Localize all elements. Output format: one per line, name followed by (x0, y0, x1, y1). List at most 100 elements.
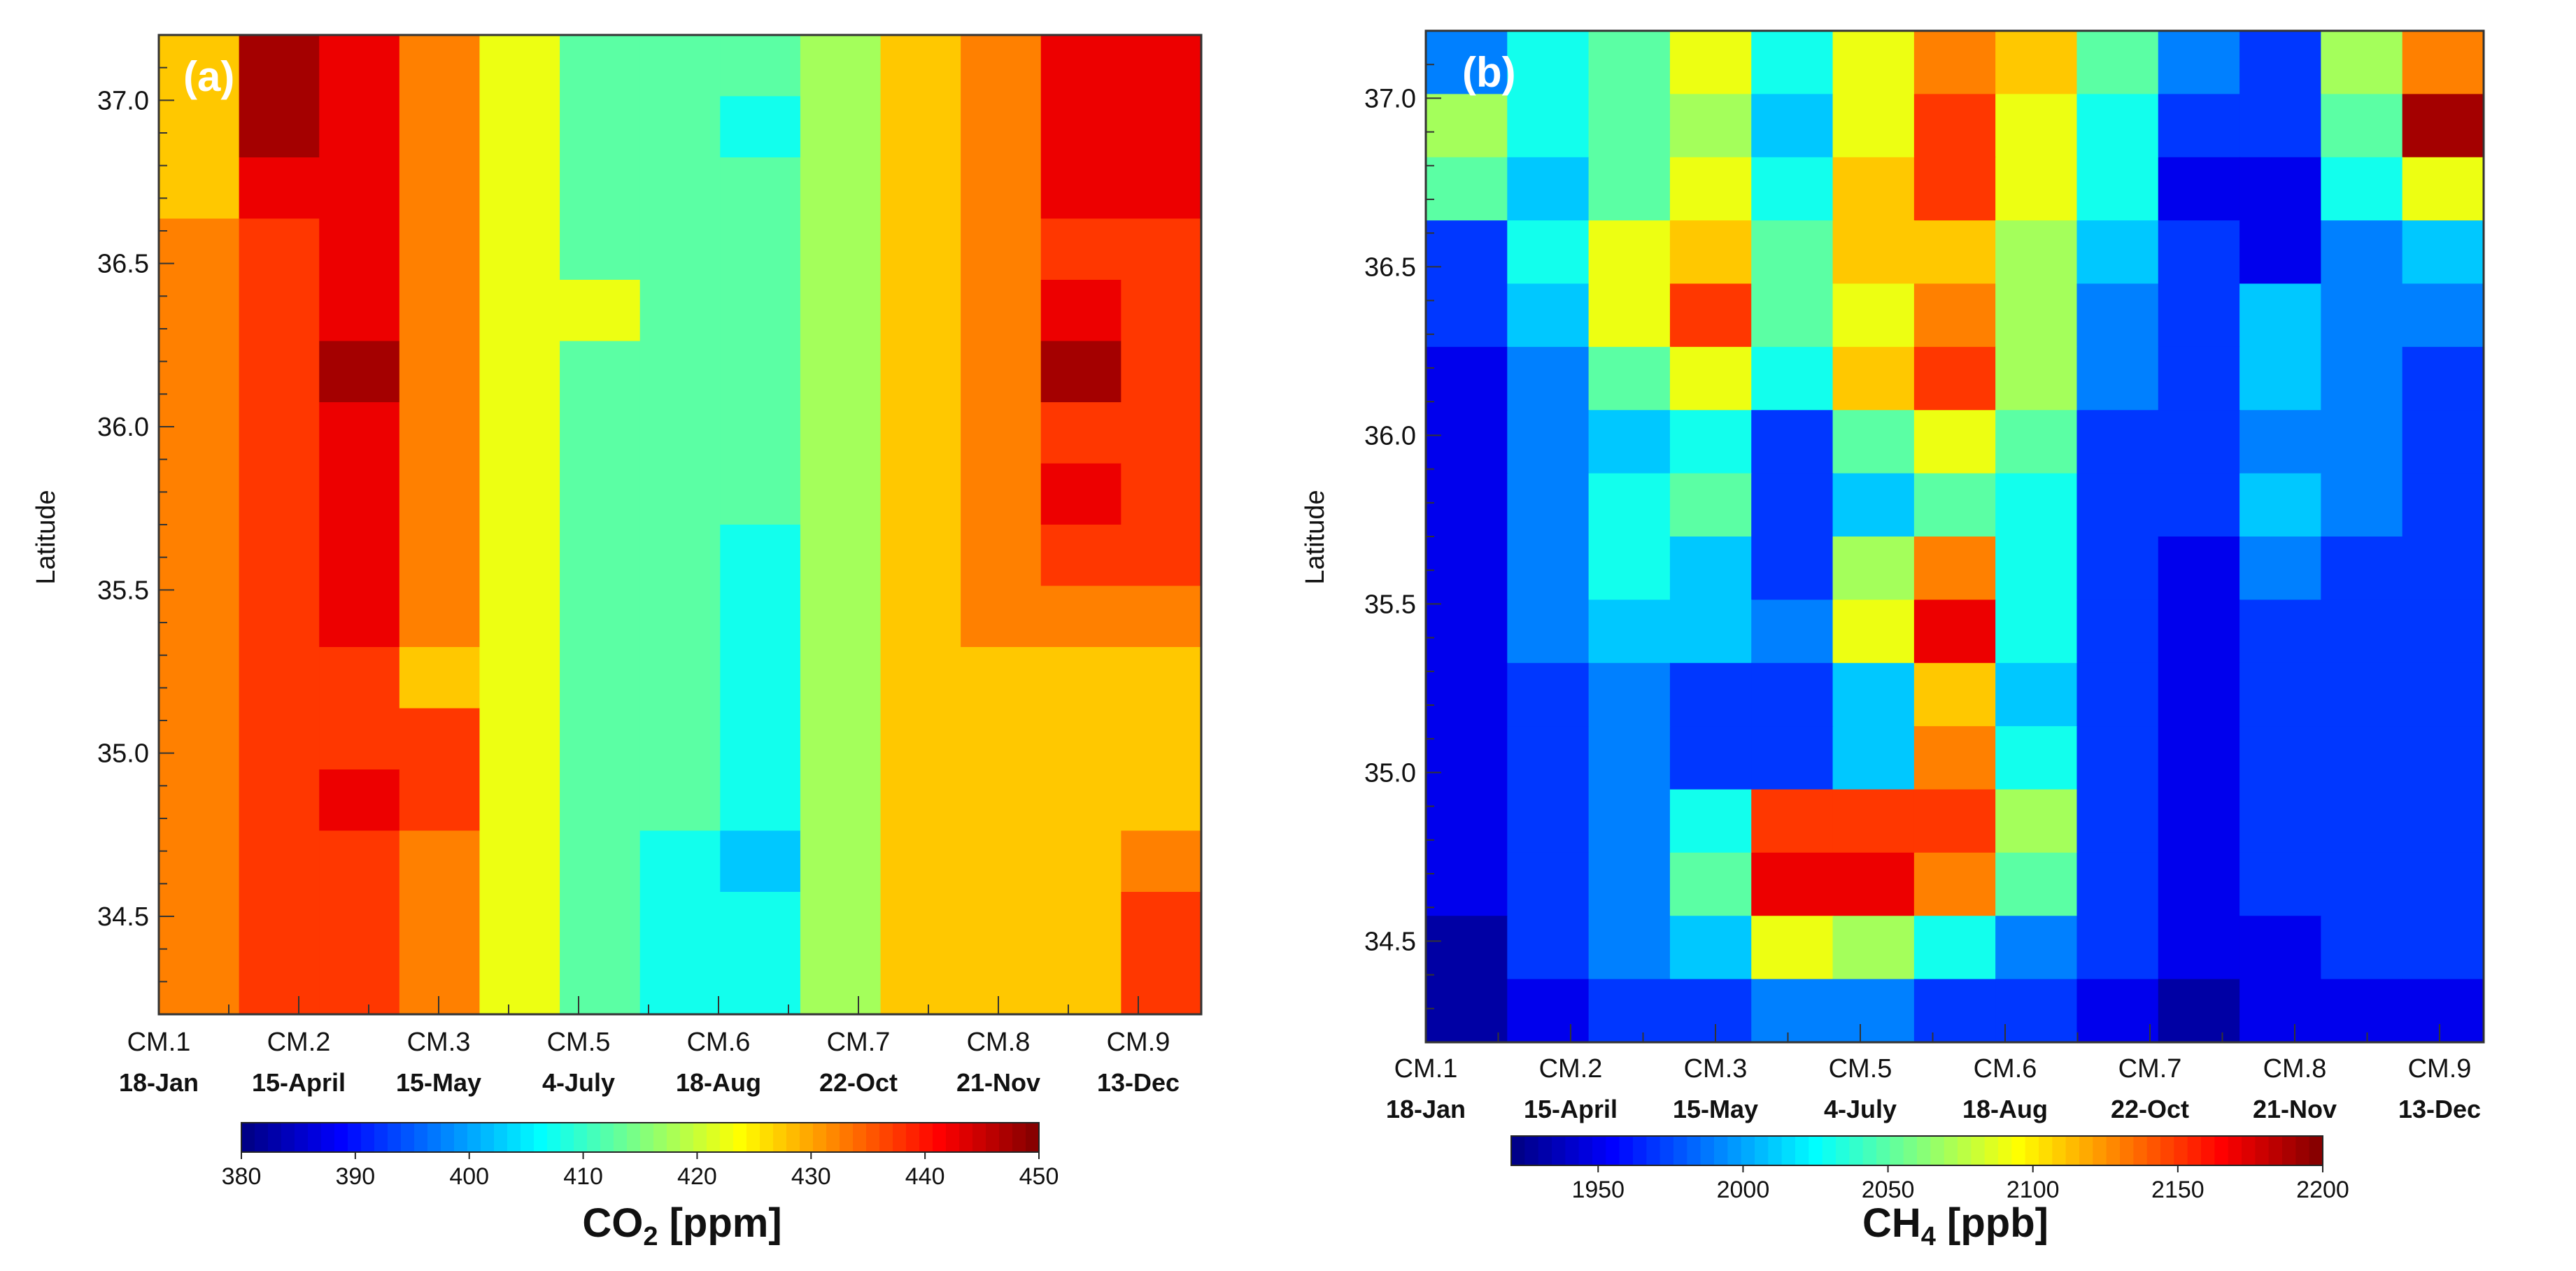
colorbar-segment (1917, 1136, 1932, 1165)
heatmap-cell (2239, 916, 2322, 980)
heatmap-cell (319, 402, 400, 464)
heatmap-cell (800, 525, 882, 587)
x-date-label: 15-May (396, 1068, 481, 1097)
x-date-label: 15-April (252, 1068, 346, 1097)
heatmap-cell (319, 157, 400, 220)
colorbar-segment (879, 1123, 893, 1152)
heatmap-cell (1913, 283, 1997, 348)
heatmap-cell (319, 96, 400, 158)
colorbar-segment (2011, 1136, 2026, 1165)
heatmap-cell (2321, 979, 2403, 1042)
colorbar-segment (919, 1123, 933, 1152)
heatmap-cell (1121, 647, 1201, 709)
colorbar-segment (1971, 1136, 1986, 1165)
heatmap-cell (1751, 979, 1834, 1042)
colorbar-segment (773, 1123, 787, 1152)
heatmap-cell (1995, 410, 2078, 474)
colorbar-segment (255, 1123, 269, 1152)
heatmap-cell (639, 647, 721, 709)
heatmap-cell (1913, 789, 1997, 853)
heatmap-cell (560, 402, 641, 464)
heatmap-cell (560, 585, 641, 648)
heatmap-cell (1669, 662, 1753, 727)
colorbar-segment (2093, 1136, 2107, 1165)
heatmap-cell (720, 525, 801, 587)
colorbar-segment (2120, 1136, 2135, 1165)
heatmap-cell (2076, 726, 2159, 790)
heatmap-cell (399, 769, 481, 832)
heatmap-cell (800, 341, 882, 403)
heatmap-cell (239, 402, 320, 464)
heatmap-cell (2239, 726, 2322, 790)
heatmap-cell (961, 96, 1042, 158)
heatmap-cell (239, 341, 320, 403)
heatmap-cell (800, 402, 882, 464)
heatmap-cell (560, 157, 641, 220)
colorbar-segment (1741, 1136, 1755, 1165)
y-tick-label: 34.5 (97, 902, 149, 932)
heatmap-cell (1913, 157, 1997, 222)
colorbar-segment (746, 1123, 760, 1152)
heatmap-cell (880, 830, 962, 893)
heatmap-cell (560, 892, 641, 954)
heatmap-cell (239, 35, 320, 97)
heatmap-cell (639, 341, 721, 403)
heatmap-cell (639, 218, 721, 281)
heatmap-cell (2076, 599, 2159, 664)
heatmap-cell (1588, 346, 1671, 411)
colorbar-segment (494, 1123, 508, 1152)
colorbar-segment (680, 1123, 694, 1152)
colorbar-segment (2309, 1136, 2323, 1165)
heatmap-cell (880, 402, 962, 464)
colorbar-segment (600, 1123, 614, 1152)
y-tick-label: 36.5 (1364, 253, 1416, 282)
colorbar-tick-label: 2000 (1717, 1177, 1770, 1203)
x-date-label: 22-Oct (2111, 1095, 2189, 1123)
colorbar-segment (295, 1123, 309, 1152)
colorbar-segment (427, 1123, 441, 1152)
heatmap-cell (1588, 410, 1671, 474)
colorbar-segment (2228, 1136, 2242, 1165)
heatmap-cell (1913, 410, 1997, 474)
heatmap-cell (560, 708, 641, 770)
heatmap-cell (1669, 410, 1753, 474)
heatmap-cell (720, 280, 801, 342)
heatmap-cell (399, 35, 481, 97)
heatmap-cell (1040, 769, 1122, 832)
heatmap-cell (2402, 346, 2484, 411)
heatmap-cell (639, 35, 721, 97)
heatmap-cell (1121, 830, 1201, 893)
heatmap-cell (2402, 283, 2484, 348)
heatmap-cell (639, 402, 721, 464)
heatmap-cell (2321, 473, 2403, 538)
heatmap-cell (2402, 473, 2484, 538)
heatmap-cell (720, 892, 801, 954)
heatmap-cell (479, 953, 561, 1014)
heatmap-cell (639, 769, 721, 832)
colorbar-segment (826, 1123, 840, 1152)
heatmap-cell (1040, 892, 1122, 954)
heatmap-cell (2321, 916, 2403, 980)
heatmap-cell (2402, 31, 2484, 95)
colorbar-segment (813, 1123, 827, 1152)
colorbar-segment (1849, 1136, 1864, 1165)
heatmap-cell (239, 280, 320, 342)
heatmap-cell (720, 218, 801, 281)
heatmap-cell (159, 280, 240, 342)
heatmap-cell (880, 341, 962, 403)
heatmap-cell (2321, 410, 2403, 474)
colorbar-tick-label: 450 (1019, 1163, 1059, 1190)
heatmap-cell (2239, 220, 2322, 285)
heatmap-cell (880, 525, 962, 587)
colorbar-tick-label: 2200 (2296, 1177, 2349, 1203)
colorbar-tick-label: 440 (905, 1163, 945, 1190)
heatmap-cell (961, 463, 1042, 525)
heatmap-cell (2321, 94, 2403, 158)
heatmap-cell (639, 463, 721, 525)
heatmap-cell (159, 96, 240, 158)
heatmap-cell (800, 953, 882, 1014)
heatmap-cell (800, 280, 882, 342)
heatmap-cell (961, 402, 1042, 464)
heatmap-cell (2158, 789, 2241, 853)
heatmap-cell (1832, 789, 1915, 853)
